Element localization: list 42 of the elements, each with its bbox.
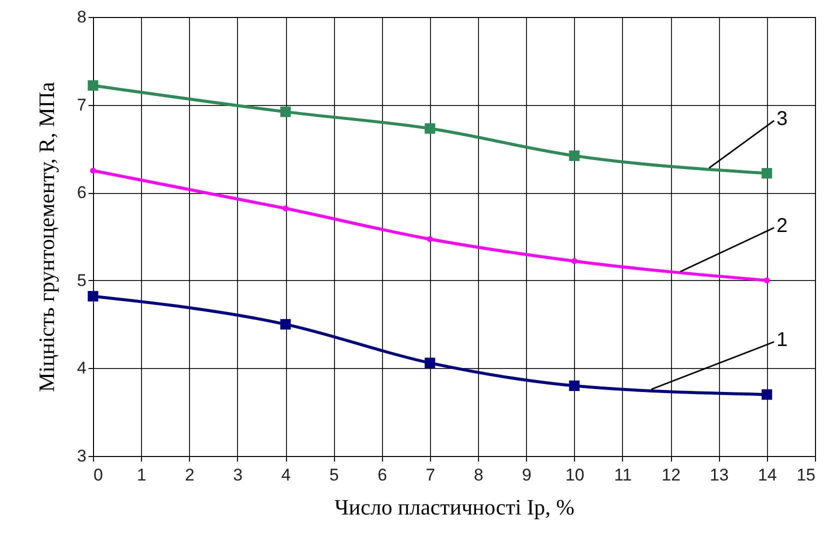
x-tick-label: 10 [565, 466, 584, 484]
x-tick-label: 4 [281, 466, 291, 484]
point [762, 168, 772, 179]
y-axis-title: Міцність грунтоцементу, R, МПа [34, 82, 60, 392]
point [569, 380, 580, 392]
x-tick-label: 5 [329, 466, 339, 484]
x-tick-label: 2 [185, 466, 194, 484]
x-tick-label: 3 [233, 466, 243, 484]
x-tick-label: 9 [522, 466, 532, 484]
x-tick-label: 7 [426, 466, 436, 484]
point [762, 389, 772, 400]
series-label: 1 [776, 329, 788, 352]
x-tick-label: 8 [474, 466, 484, 484]
point [424, 358, 436, 368]
point [424, 123, 436, 134]
y-tick-label: 7 [77, 95, 86, 114]
x-tick-label: 0 [94, 466, 103, 484]
text: 2 [776, 214, 788, 237]
y-tick-label: 3 [77, 446, 86, 466]
point [90, 168, 96, 174]
y-tick-label: 4 [77, 358, 86, 378]
x-tick-label: 11 [614, 466, 632, 484]
point [280, 106, 291, 118]
x-tick-label: 13 [710, 466, 729, 484]
point [764, 277, 770, 284]
point [88, 80, 98, 91]
x-tick-label: 12 [662, 466, 681, 484]
series-label: 3 [776, 108, 788, 130]
x-tick-label: 1 [136, 466, 146, 484]
x-axis-title: Число пластичності Ip, % [334, 494, 575, 520]
point [426, 236, 433, 242]
point [280, 319, 291, 330]
point [88, 290, 98, 302]
y-tick-label: 8 [77, 8, 86, 26]
x-tick-label: 6 [378, 466, 388, 484]
x-tick-label: 14 [758, 466, 777, 484]
point [571, 258, 578, 264]
y-tick-label: 5 [77, 270, 86, 290]
point [282, 205, 288, 212]
y-tick-label: 6 [77, 183, 86, 202]
x-tick-label: 15 [796, 466, 816, 484]
point [569, 150, 580, 161]
